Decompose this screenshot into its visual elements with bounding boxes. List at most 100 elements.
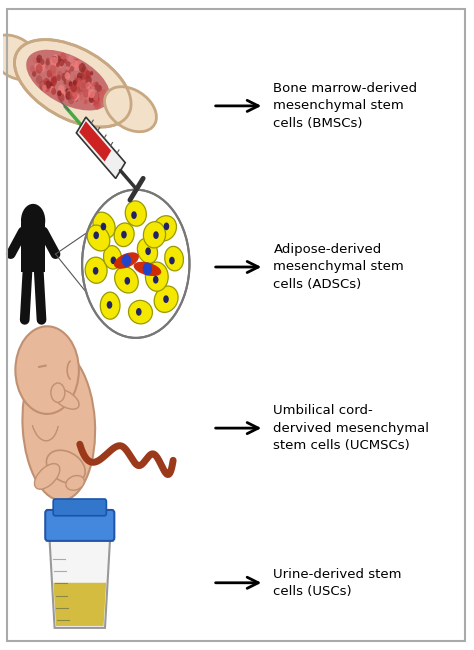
Circle shape (74, 60, 82, 70)
Text: Adipose-derived
mesenchymal stem
cells (ADSCs): Adipose-derived mesenchymal stem cells (… (273, 243, 404, 291)
Circle shape (94, 100, 99, 107)
Circle shape (64, 72, 70, 80)
Circle shape (65, 80, 73, 90)
Polygon shape (76, 117, 125, 179)
Ellipse shape (85, 257, 107, 283)
Circle shape (81, 72, 84, 76)
Ellipse shape (134, 262, 161, 276)
Circle shape (82, 66, 88, 75)
Circle shape (53, 54, 58, 61)
Circle shape (70, 64, 74, 70)
Circle shape (96, 86, 101, 92)
Circle shape (97, 86, 101, 92)
Circle shape (95, 92, 100, 98)
Circle shape (73, 75, 77, 79)
Polygon shape (79, 121, 111, 161)
Circle shape (83, 79, 86, 83)
Ellipse shape (35, 463, 60, 489)
Circle shape (78, 80, 86, 90)
Circle shape (79, 85, 84, 92)
Circle shape (60, 53, 66, 62)
Ellipse shape (114, 252, 139, 269)
Circle shape (65, 88, 69, 93)
Circle shape (87, 94, 92, 100)
Circle shape (84, 99, 88, 105)
Ellipse shape (15, 40, 131, 127)
Circle shape (33, 57, 37, 64)
Circle shape (68, 55, 73, 62)
Ellipse shape (93, 212, 115, 238)
Ellipse shape (26, 50, 110, 110)
Circle shape (95, 85, 98, 90)
Circle shape (44, 78, 50, 86)
Circle shape (79, 80, 87, 90)
Ellipse shape (105, 86, 156, 132)
FancyBboxPatch shape (45, 510, 114, 541)
Circle shape (46, 60, 49, 65)
Circle shape (65, 80, 71, 88)
Circle shape (100, 90, 104, 96)
Circle shape (75, 86, 81, 94)
Ellipse shape (115, 266, 138, 293)
Circle shape (90, 82, 95, 88)
Circle shape (36, 55, 42, 63)
Circle shape (131, 211, 137, 219)
Circle shape (85, 83, 89, 88)
Circle shape (74, 78, 81, 87)
Circle shape (85, 76, 92, 86)
Circle shape (92, 94, 100, 105)
Circle shape (43, 78, 48, 85)
Circle shape (82, 72, 86, 78)
Ellipse shape (125, 201, 146, 226)
Circle shape (75, 77, 82, 87)
Ellipse shape (143, 222, 165, 248)
Circle shape (50, 70, 56, 78)
Circle shape (80, 75, 85, 83)
Circle shape (76, 75, 80, 81)
Circle shape (40, 59, 45, 65)
Circle shape (46, 70, 52, 77)
Circle shape (121, 231, 127, 239)
Circle shape (90, 100, 94, 105)
Circle shape (66, 90, 73, 98)
Circle shape (69, 81, 73, 86)
Ellipse shape (46, 450, 85, 484)
Circle shape (64, 59, 67, 64)
Circle shape (81, 82, 86, 88)
Circle shape (125, 277, 130, 285)
Circle shape (43, 82, 48, 88)
Circle shape (92, 82, 96, 87)
Circle shape (39, 81, 46, 90)
Circle shape (57, 71, 63, 78)
Circle shape (89, 83, 93, 88)
Circle shape (83, 68, 88, 76)
Circle shape (56, 62, 60, 67)
Circle shape (49, 64, 56, 75)
Circle shape (51, 383, 65, 402)
Circle shape (68, 96, 74, 104)
Circle shape (136, 308, 142, 316)
Circle shape (153, 231, 159, 239)
Ellipse shape (154, 286, 178, 313)
Circle shape (101, 97, 105, 103)
Circle shape (66, 66, 70, 71)
Circle shape (57, 90, 64, 99)
Circle shape (94, 101, 99, 107)
Circle shape (46, 65, 48, 69)
Circle shape (110, 257, 116, 265)
Circle shape (82, 190, 190, 338)
Circle shape (70, 66, 74, 72)
Circle shape (73, 90, 80, 100)
Circle shape (64, 81, 66, 84)
Circle shape (100, 90, 107, 98)
Circle shape (38, 62, 46, 73)
Circle shape (80, 96, 83, 101)
Circle shape (164, 222, 169, 230)
Circle shape (56, 75, 61, 81)
Circle shape (81, 84, 86, 92)
Circle shape (36, 64, 43, 73)
Circle shape (73, 80, 77, 86)
Ellipse shape (87, 225, 110, 251)
Circle shape (63, 58, 66, 63)
Circle shape (97, 87, 101, 92)
